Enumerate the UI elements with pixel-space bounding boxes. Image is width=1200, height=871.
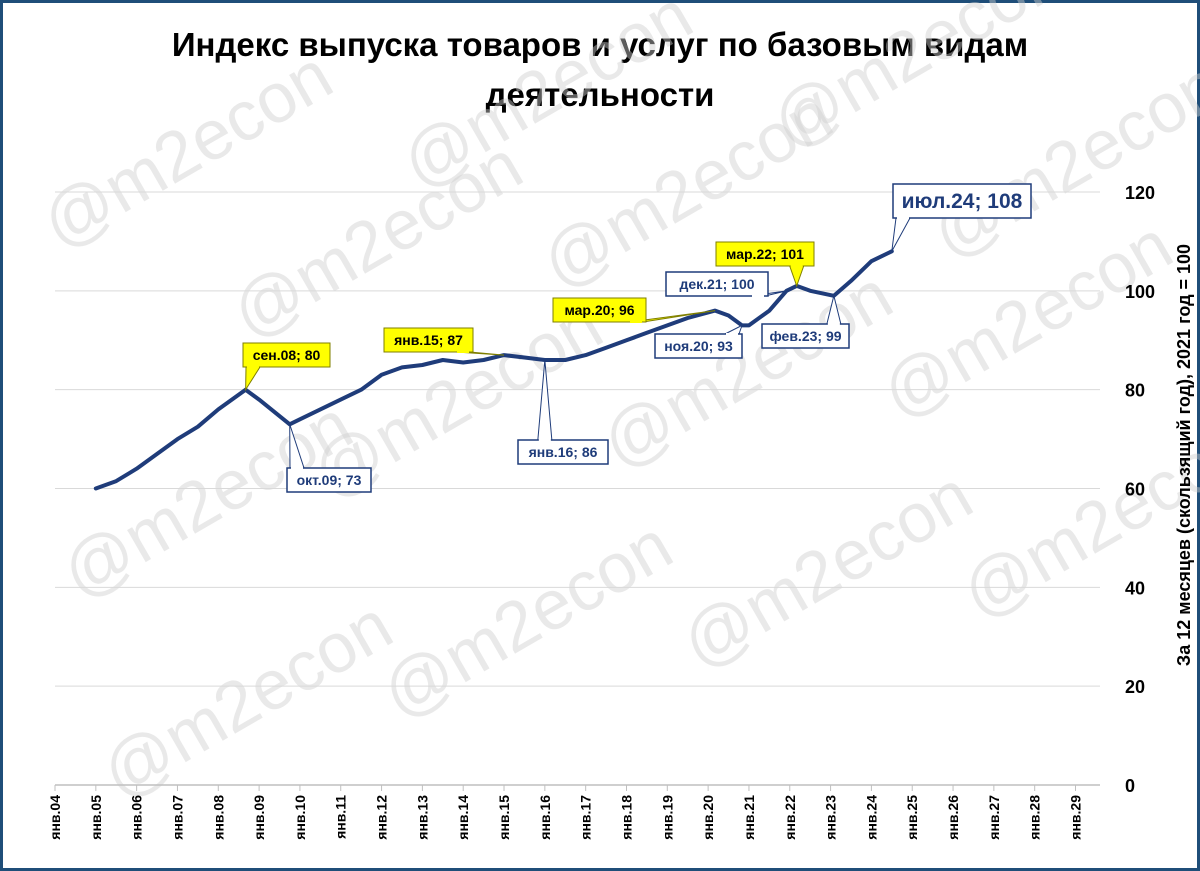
annotation-callout: фев.23; 99 <box>761 295 850 349</box>
watermark-text: @m2econ <box>219 125 535 353</box>
callout-box <box>654 333 743 359</box>
annotation-callout: дек.21; 100 <box>665 271 787 297</box>
x-tick-label: янв.22 <box>782 795 798 840</box>
annotation-callout: янв.16; 86 <box>517 359 609 465</box>
x-tick-label: янв.26 <box>945 795 961 840</box>
callout-box <box>383 327 474 353</box>
callout-label: мар.22; 101 <box>726 246 804 262</box>
annotation-callout: июл.24; 108 <box>891 183 1032 252</box>
x-tick-label: янв.04 <box>47 795 63 840</box>
x-tick-label: янв.27 <box>986 795 1002 840</box>
annotation-callout: янв.15; 87 <box>383 327 505 356</box>
x-tick-label: янв.24 <box>863 795 879 840</box>
callout-box <box>286 467 372 493</box>
callout-label: янв.16; 86 <box>529 444 598 460</box>
callout-box <box>892 183 1032 219</box>
watermark-text: @m2econ <box>89 585 405 813</box>
watermark-text: @m2econ <box>369 505 685 733</box>
y-tick-label: 0 <box>1125 776 1135 796</box>
series-layer <box>93 249 894 491</box>
x-tick-label: янв.19 <box>659 795 675 840</box>
callout-label: сен.08; 80 <box>253 347 321 363</box>
title-line-2: деятельности <box>485 76 715 113</box>
x-tick-label: янв.09 <box>251 795 267 840</box>
callout-pointer <box>245 366 261 392</box>
x-tick-label: янв.06 <box>129 795 145 840</box>
x-tick-label: янв.20 <box>700 795 716 840</box>
y-tick-labels: 0 20 40 60 80 100 120 <box>1125 183 1155 796</box>
annotation-callout: ноя.20; 93 <box>654 324 743 359</box>
annotation-callout: мар.22; 101 <box>715 241 815 288</box>
x-tick-label: янв.17 <box>578 795 594 840</box>
callout-box <box>552 297 647 323</box>
y-tick-label: 100 <box>1125 282 1155 302</box>
annotation-callout: сен.08; 80 <box>242 342 331 392</box>
callout-label: ноя.20; 93 <box>664 338 733 354</box>
x-tick-label: янв.12 <box>374 795 390 840</box>
watermark-text: @m2econ <box>669 455 985 683</box>
annotations: сен.08; 80 окт.09; 73 янв.15; 87 янв.16; 86… <box>242 183 1032 493</box>
x-tick-label: янв.29 <box>1068 795 1084 840</box>
watermark-text: @m2econ <box>29 35 345 263</box>
x-tick-label: янв.28 <box>1027 795 1043 840</box>
chart-title: Индекс выпуска товаров и услуг по базовы… <box>0 20 1200 120</box>
y-tick-label: 40 <box>1125 578 1145 598</box>
x-tick-label: янв.21 <box>741 795 757 840</box>
callout-label: июл.24; 108 <box>902 190 1023 213</box>
x-tick-labels: янв.04 янв.05 янв.06 янв.07 янв.08 янв.09 янв.… <box>47 795 1084 840</box>
y-tick-label: 60 <box>1125 480 1145 500</box>
callout-label: мар.20; 96 <box>564 302 634 318</box>
callout-label: янв.15; 87 <box>394 332 463 348</box>
annotation-callout: окт.09; 73 <box>286 424 372 493</box>
x-tick-label: янв.25 <box>904 795 920 840</box>
callout-pointer <box>788 265 805 288</box>
axes <box>54 784 1100 791</box>
callout-box <box>517 439 609 465</box>
callout-box <box>242 342 331 368</box>
x-tick-label: янв.08 <box>210 795 226 840</box>
callout-label: фев.23; 99 <box>769 328 841 344</box>
watermarks: @m2econ @m2econ @m2econ@m2econ@m2econ @m2ec… <box>29 0 1200 813</box>
x-tick-label: янв.05 <box>88 795 104 840</box>
x-tick-label: янв.16 <box>537 795 553 840</box>
x-tick-label: янв.15 <box>496 795 512 840</box>
x-tick-label: янв.23 <box>823 795 839 840</box>
callout-box <box>761 323 850 349</box>
y-tick-label: 20 <box>1125 677 1145 697</box>
x-tick-label: янв.07 <box>169 795 185 840</box>
y-axis-label: За 12 месяцев (скользящий год), 2021 год… <box>1174 244 1194 666</box>
callout-label: дек.21; 100 <box>679 276 754 292</box>
x-tick-label: янв.11 <box>333 795 349 839</box>
x-tick-label: янв.10 <box>292 795 308 840</box>
callout-box <box>715 241 815 267</box>
callout-label: окт.09; 73 <box>297 472 362 488</box>
x-tick-label: янв.14 <box>455 795 471 840</box>
callout-box <box>665 271 769 297</box>
callout-pointer <box>724 324 743 335</box>
x-tick-label: янв.13 <box>414 795 430 840</box>
watermark-text: @m2econ <box>949 405 1200 633</box>
title-line-1: Индекс выпуска товаров и услуг по базовы… <box>171 26 1029 63</box>
callout-pointer <box>891 217 911 252</box>
y-tick-label: 120 <box>1125 183 1155 203</box>
x-tick-label: янв.18 <box>618 795 634 840</box>
y-tick-label: 80 <box>1125 381 1145 401</box>
series-line <box>93 249 894 491</box>
annotation-callout: мар.20; 96 <box>552 297 716 323</box>
